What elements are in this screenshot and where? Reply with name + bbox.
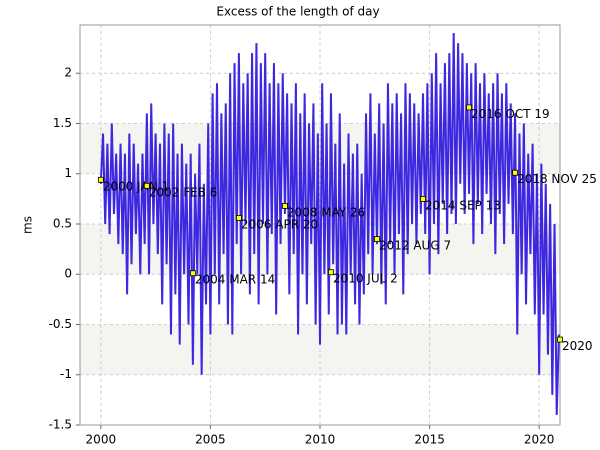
annotation-marker: [282, 203, 288, 209]
annotation-marker: [466, 104, 472, 111]
annotation-label: 2004 MAR 14: [195, 273, 275, 287]
annotation-marker: [512, 169, 518, 176]
annotation-label: 2010 JUL 2: [333, 272, 398, 286]
annotation-label: 2002 FEB 6: [149, 185, 218, 199]
annotation-label: 2014 SEP 13: [425, 198, 501, 212]
y-axis-label: ms: [21, 216, 35, 234]
plot-area: [99, 33, 560, 415]
plot-frame: [79, 24, 561, 426]
annotation-marker: [557, 336, 563, 343]
annotation-marker: [143, 182, 150, 189]
annotation-marker: [328, 269, 334, 276]
data-line: [99, 33, 560, 415]
annotation-marker: [374, 236, 380, 242]
y-tick-label: 0: [64, 267, 72, 281]
annotation-label: 2012 AUG 7: [379, 239, 451, 253]
annotation-marker: [420, 195, 426, 202]
x-tick-label: 2010: [305, 433, 336, 447]
x-tick-label: 2015: [414, 433, 445, 447]
y-tick-label: -1.5: [49, 418, 72, 432]
y-tick-label: 1: [64, 166, 72, 180]
y-tick-label: 1.5: [53, 116, 72, 130]
x-tick-label: 2020: [524, 433, 555, 447]
annotation-marker: [97, 176, 104, 183]
y-tick-label: 0.5: [53, 216, 72, 230]
annotation-marker: [236, 215, 242, 221]
x-tick-label: 2005: [195, 433, 226, 447]
y-tick-label: -0.5: [49, 317, 72, 331]
annotation-label: 2000 JAN 1: [103, 179, 169, 193]
annotation-label: 2020: [562, 339, 593, 353]
annotation-label: 2006 APR 20: [241, 217, 318, 231]
chart-title: Excess of the length of day: [216, 5, 379, 19]
annotation-label: 2018 NOV 25: [517, 172, 597, 186]
annotation-label: 2016 OCT 19: [471, 107, 550, 121]
annotation-label: 2008 MAY 26: [287, 205, 365, 219]
x-tick-label: 2000: [86, 433, 117, 447]
y-tick-label: -1: [60, 367, 72, 381]
y-tick-label: 2: [64, 66, 72, 80]
annotation-marker: [189, 270, 196, 277]
